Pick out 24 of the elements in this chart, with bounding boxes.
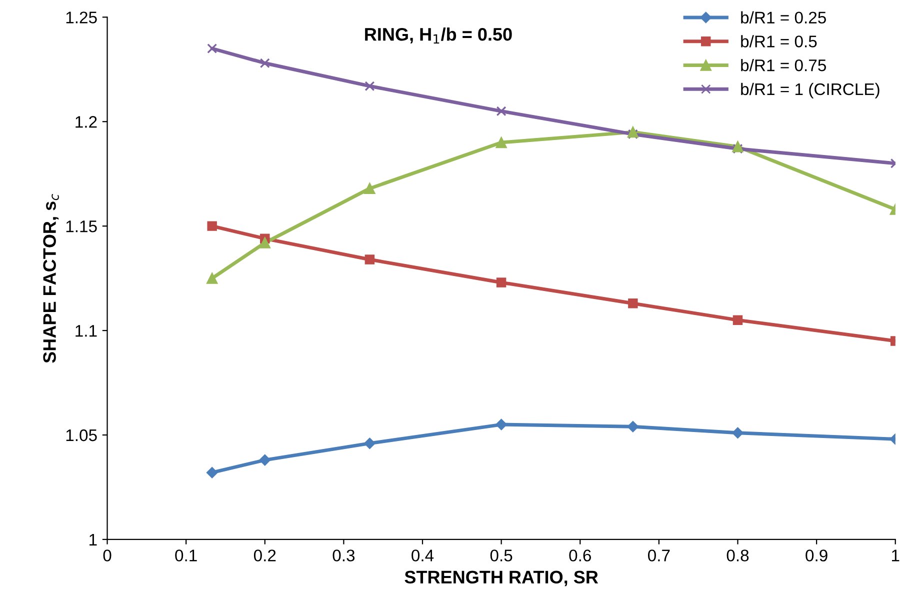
x-tick-label: 0 xyxy=(103,550,112,562)
legend-label: b/R1 = 1 (CIRCLE) xyxy=(741,82,880,98)
x-tick-label: 0.5 xyxy=(490,550,512,562)
x-tick-label: 0.8 xyxy=(726,550,749,562)
x-tick-label: 0.6 xyxy=(569,550,591,562)
x-tick-label: 1 xyxy=(892,550,900,562)
x-tick-label: 0.9 xyxy=(806,550,828,562)
text: RING, H$_{1}$/b = 0.50 xyxy=(365,27,512,44)
x-tick-label: 0.2 xyxy=(254,550,276,562)
x-tick-label: 0.4 xyxy=(412,550,434,562)
legend-label: b/R1 = 0.25 xyxy=(741,11,826,24)
y-tick-label: 1 xyxy=(90,534,97,546)
y-axis-title: SHAPE FACTOR, s$_{c}$ xyxy=(43,194,59,363)
y-tick-label: 1.2 xyxy=(76,116,97,128)
x-tick-label: 0.7 xyxy=(648,550,670,562)
y-tick-label: 1.25 xyxy=(66,12,97,24)
legend-label: b/R1 = 0.75 xyxy=(741,59,826,72)
y-tick-label: 1.15 xyxy=(66,220,97,232)
y-tick-label: 1.05 xyxy=(66,429,97,442)
legend-label: b/R1 = 0.5 xyxy=(741,35,817,48)
x-tick-label: 0.1 xyxy=(175,550,197,562)
y-tick-label: 1.1 xyxy=(76,325,97,337)
x-tick-label: 0.3 xyxy=(332,550,355,562)
x-axis-title: STRENGTH RATIO, SR xyxy=(404,570,598,586)
